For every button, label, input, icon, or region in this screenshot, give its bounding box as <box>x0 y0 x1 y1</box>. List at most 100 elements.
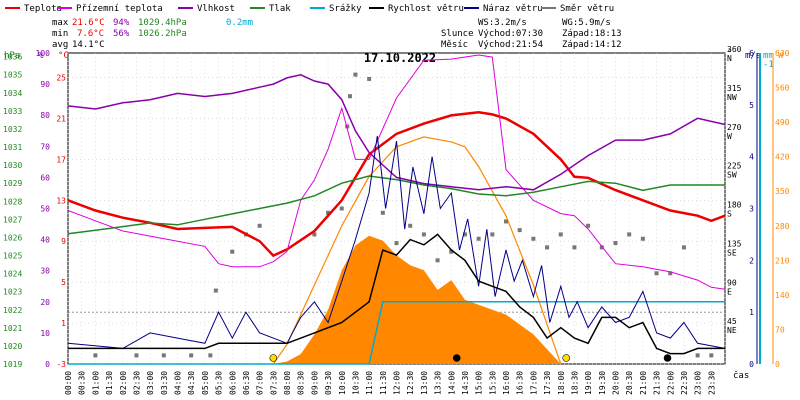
wind-direction-dot <box>394 241 399 246</box>
temp-tick: -3 <box>56 360 66 369</box>
wind-direction-dot <box>93 353 98 358</box>
x-tick: 19:30 <box>598 371 607 395</box>
dir-tick: 315 <box>727 84 742 93</box>
ms-tick: 2 <box>749 256 754 265</box>
dir-tick: 270 <box>727 123 742 132</box>
moonset-marker <box>452 354 461 362</box>
wind-direction-dot <box>435 258 440 263</box>
temp-tick: 5 <box>61 278 66 287</box>
x-tick: 18:30 <box>570 371 579 395</box>
legend-label: Náraz větru <box>483 4 543 14</box>
theoretical-radiation-line <box>272 136 562 365</box>
hpa-tick: 1029 <box>3 179 22 188</box>
wind-direction-dot <box>517 228 522 233</box>
wind-direction-dot <box>476 236 481 241</box>
x-tick: 09:30 <box>324 371 333 395</box>
x-tick: 14:00 <box>447 371 456 395</box>
x-tick: 02:30 <box>132 371 141 395</box>
w-tick: 280 <box>775 222 790 231</box>
w-tick: 490 <box>775 118 790 127</box>
series-line <box>67 54 726 290</box>
w-tick: 350 <box>775 187 790 196</box>
ms-tick: 0 <box>749 360 754 369</box>
wind-direction-dot <box>531 236 536 241</box>
wind-direction-dot <box>449 249 454 254</box>
hpa-tick: 1031 <box>3 143 22 152</box>
hpa-tick: 1020 <box>3 342 22 351</box>
dir-name: W <box>727 132 732 141</box>
hpa-tick: 1028 <box>3 197 22 206</box>
x-tick: 21:30 <box>653 371 662 395</box>
x-tick: 01:30 <box>105 371 114 395</box>
w-tick: 0 <box>775 360 780 369</box>
legend-label: Srážky <box>329 4 362 14</box>
hpa-tick: 1035 <box>3 71 22 80</box>
x-tick: 18:00 <box>557 371 566 395</box>
pct-tick: 30 <box>40 267 50 276</box>
wind-direction-dot <box>208 353 213 358</box>
x-tick: 07:00 <box>256 371 265 395</box>
x-tick: 04:30 <box>187 371 196 395</box>
stat-avg-temp: 14.1°C <box>72 40 105 50</box>
dir-name: N <box>727 54 732 63</box>
temp-tick: 13 <box>56 196 66 205</box>
x-tick: 07:30 <box>269 371 278 395</box>
x-tick: 05:30 <box>215 371 224 395</box>
wind-direction-dot <box>627 232 632 237</box>
dir-name: NE <box>727 326 737 335</box>
wind-direction-dot <box>462 232 467 237</box>
wind-direction-dot <box>257 223 262 228</box>
series-line <box>67 111 726 258</box>
ms-tick: 5 <box>749 101 754 110</box>
x-tick: 16:00 <box>502 371 511 395</box>
wind-direction-dot <box>230 249 235 254</box>
wind-direction-dot <box>681 245 686 250</box>
series-line <box>67 175 725 235</box>
hpa-tick: 1033 <box>3 107 22 116</box>
wind-direction-dot <box>421 232 426 237</box>
info-sun-label: Slunce <box>441 29 474 39</box>
wind-direction-dot <box>189 353 194 358</box>
wind-direction-dot <box>213 288 218 293</box>
pct-tick: 20 <box>40 298 50 307</box>
legend: Teplota Přízemní teplota Vlhkost Tlak Srážky… <box>5 4 614 14</box>
axis-unit-dir: ° <box>727 49 732 59</box>
x-tick: 22:00 <box>666 371 675 395</box>
pct-tick: 50 <box>40 205 50 214</box>
w-tick: 630 <box>775 49 790 58</box>
axis-unit-ms: m/s <box>745 51 761 61</box>
hpa-tick: 1034 <box>3 89 22 98</box>
axis-unit-x: čas <box>733 370 749 381</box>
pct-tick: 90 <box>40 80 50 89</box>
chart-title: 17.10.2022 <box>364 51 436 65</box>
pct-tick: 60 <box>40 173 50 182</box>
axis-mm-top: -1 <box>763 60 774 70</box>
temp-tick: 1 <box>61 319 66 328</box>
hpa-tick: 1023 <box>3 288 22 297</box>
hpa-tick: 1026 <box>3 233 22 242</box>
x-tick: 23:30 <box>707 371 716 395</box>
x-tick: 22:30 <box>680 371 689 395</box>
pct-tick: 100 <box>36 49 51 58</box>
w-tick: 210 <box>775 256 790 265</box>
wind-direction-dot <box>572 245 577 250</box>
x-tick: 02:00 <box>119 371 128 395</box>
stat-max-hum: 94% <box>113 18 130 28</box>
wind-direction-dot <box>161 353 166 358</box>
x-tick: 10:00 <box>338 371 347 395</box>
hpa-tick: 1025 <box>3 252 22 261</box>
x-tick: 17:00 <box>529 371 538 395</box>
x-tick: 13:30 <box>434 371 443 395</box>
wind-direction-dot <box>380 210 385 215</box>
info-moon-label: Měsíc <box>441 40 468 50</box>
dir-name: S <box>727 210 732 219</box>
x-tick: 09:00 <box>310 371 319 395</box>
x-tick: 23:00 <box>694 371 703 395</box>
series-line <box>68 301 725 365</box>
wind-direction-dot <box>347 94 352 99</box>
x-tick: 12:00 <box>393 371 402 395</box>
dir-name: SW <box>727 171 737 180</box>
wind-direction-dot <box>586 223 591 228</box>
wind-direction-dot <box>613 241 618 246</box>
